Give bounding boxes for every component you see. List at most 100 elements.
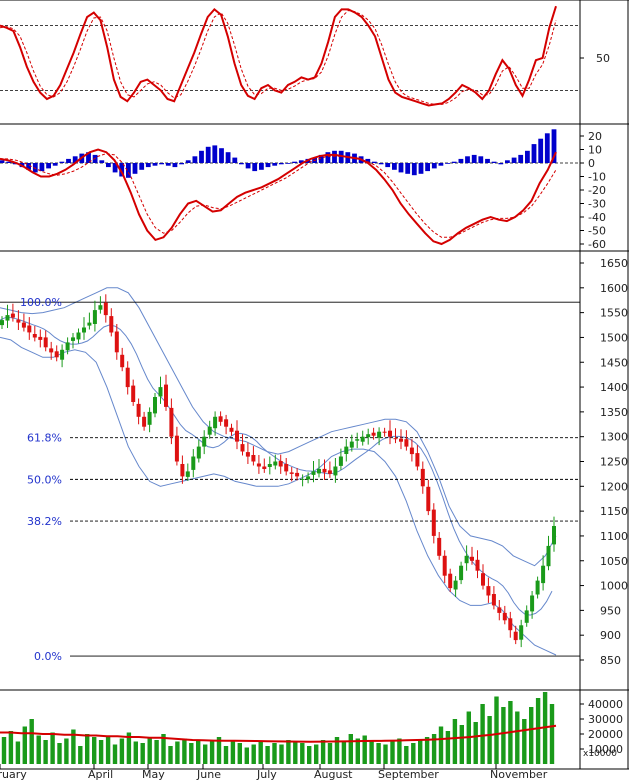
macd-histogram-bar <box>525 150 530 163</box>
volume-bar <box>397 738 402 764</box>
macd-tick-label-8: -60 <box>588 238 606 251</box>
macd-histogram-bar <box>518 154 524 163</box>
candle-body <box>49 348 54 353</box>
macd-line <box>0 148 557 246</box>
macd-histogram-bar <box>298 160 304 163</box>
macd-histogram-bar <box>92 154 98 163</box>
candle-body <box>174 435 179 462</box>
candle-body <box>502 612 507 621</box>
macd-histogram-bar <box>32 163 38 173</box>
macd-histogram-bar <box>212 145 218 163</box>
macd-histogram-bar <box>46 163 51 169</box>
volume-bar <box>43 740 48 764</box>
candle-body <box>530 595 535 612</box>
macd-histogram-bar <box>431 163 437 169</box>
candle-body <box>5 315 10 321</box>
macd-histogram-bar <box>265 163 271 168</box>
volume-bar <box>15 741 21 764</box>
candle-body <box>98 305 103 310</box>
volume-tick-label-3: 10000 <box>588 743 623 756</box>
macd-histogram-bar <box>378 163 384 165</box>
candle-body <box>65 342 70 351</box>
candle-body <box>54 351 59 358</box>
volume-bar <box>265 746 270 764</box>
candle-body <box>486 586 491 596</box>
price-tick-label-12: 1050 <box>600 555 628 568</box>
volume-bar <box>369 740 374 764</box>
volume-bar <box>196 740 201 764</box>
macd-histogram-bar <box>259 163 264 170</box>
volume-bar <box>383 744 388 764</box>
volume-bar <box>418 740 423 764</box>
candle-body <box>87 322 92 326</box>
macd-histogram-bar <box>511 157 517 163</box>
macd-histogram-bar <box>132 163 138 174</box>
macd-histogram-bar <box>538 138 544 163</box>
candle-body <box>541 565 546 584</box>
volume-bar <box>515 711 520 764</box>
macd-histogram-bar <box>106 163 111 168</box>
macd-histogram-bar <box>99 160 105 163</box>
candle-body <box>426 486 431 512</box>
price-tick-label-0: 1650 <box>600 257 628 270</box>
candle-body <box>229 427 234 432</box>
candle-body <box>322 468 327 473</box>
x-tick-label-0: February <box>0 768 27 781</box>
macd-histogram-bar <box>112 163 118 173</box>
candle-body <box>92 310 97 324</box>
candle-body <box>546 545 551 567</box>
candle-body <box>464 555 469 564</box>
volume-bar <box>29 719 34 764</box>
macd-histogram-bar <box>39 163 45 172</box>
candle-body <box>420 468 425 487</box>
macd-histogram-bar <box>0 160 5 163</box>
candle-body <box>235 430 239 442</box>
volume-bar <box>431 734 437 764</box>
macd-histogram-bar <box>498 163 504 165</box>
volume-bar <box>182 738 187 764</box>
bollinger-middle-band <box>0 317 553 616</box>
macd-histogram-bar <box>372 161 377 163</box>
volume-bar <box>341 741 347 764</box>
volume-bar <box>327 743 333 764</box>
macd-histogram-bar <box>172 163 178 168</box>
volume-bar <box>168 746 173 764</box>
candle-body <box>71 337 75 341</box>
price-tick-label-13: 1000 <box>600 580 628 593</box>
macd-histogram-bar <box>165 163 171 166</box>
candle-body <box>453 580 458 590</box>
volume-bar <box>22 726 27 764</box>
volume-bar <box>445 731 451 764</box>
candle-body <box>185 471 190 477</box>
macd-histogram-bar <box>551 129 557 164</box>
price-panel: 100.0% 61.8% 50.0% 38.2% 0.0% 1650 1600 1550 150… <box>0 257 628 667</box>
macd-histogram-bar <box>425 163 430 172</box>
volume-bar <box>362 735 367 764</box>
macd-signal-line <box>0 153 557 238</box>
macd-histogram-bar <box>199 150 204 163</box>
x-tick-label-5: August <box>314 768 353 781</box>
macd-histogram-bar <box>392 163 397 170</box>
macd-histogram-bar <box>478 156 484 164</box>
candle-body <box>82 327 86 333</box>
candle-body <box>306 476 311 480</box>
volume-bar <box>494 696 499 764</box>
candle-body <box>21 322 26 328</box>
macd-histogram-bar <box>411 163 417 176</box>
macd-histogram-bar <box>272 163 278 166</box>
fib-label-2: 50.0% <box>27 473 62 486</box>
candle-body <box>218 416 223 422</box>
candle-body <box>32 334 37 338</box>
volume-bar <box>161 734 166 764</box>
volume-bar <box>105 735 111 764</box>
volume-bar <box>140 743 145 764</box>
volume-bar <box>272 743 277 764</box>
volume-bar <box>376 743 381 764</box>
candle-body <box>27 325 32 333</box>
volume-bar <box>92 737 97 764</box>
volume-bar <box>487 716 492 764</box>
volume-bar <box>78 746 83 764</box>
macd-histogram-bar <box>192 156 198 164</box>
price-tick-label-14: 950 <box>600 604 621 617</box>
